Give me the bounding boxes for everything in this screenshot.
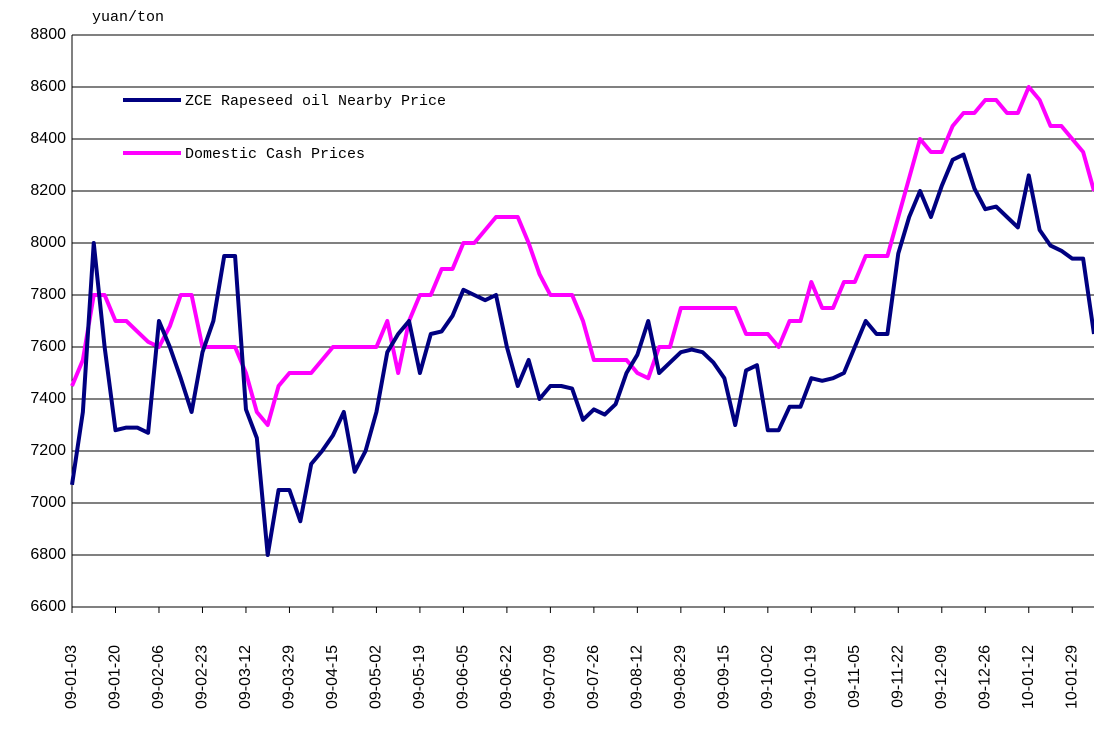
y-tick-label: 6600 xyxy=(30,598,66,615)
x-tick-label: 09-02-23 xyxy=(194,645,211,709)
x-tick-label: 09-12-09 xyxy=(933,645,950,709)
y-tick-label: 7800 xyxy=(30,286,66,303)
x-tick-label: 10-01-29 xyxy=(1063,645,1080,709)
x-tick-label: 09-11-05 xyxy=(846,645,863,708)
y-tick-label: 7200 xyxy=(30,442,66,459)
y-tick-label: 8800 xyxy=(30,26,66,43)
x-tick-label: 09-12-26 xyxy=(976,645,993,709)
x-tick-label: 09-02-06 xyxy=(150,645,167,709)
y-tick-label: 6800 xyxy=(30,546,66,563)
y-tick-label: 7000 xyxy=(30,494,66,511)
x-tick-label: 09-10-19 xyxy=(803,645,820,709)
x-tick-label: 09-01-20 xyxy=(107,645,124,709)
x-tick-label: 09-08-29 xyxy=(672,645,689,709)
x-tick-label: 09-04-15 xyxy=(324,645,341,709)
x-tick-label: 09-07-26 xyxy=(585,645,602,709)
y-tick-label: 7400 xyxy=(30,390,66,407)
x-tick-label: 09-07-09 xyxy=(542,645,559,709)
x-tick-label: 09-06-22 xyxy=(498,645,515,709)
y-tick-label: 8600 xyxy=(30,78,66,95)
legend-label: ZCE Rapeseed oil Nearby Price xyxy=(185,93,446,110)
x-tick-label: 09-05-02 xyxy=(368,645,385,709)
y-tick-label: 7600 xyxy=(30,338,66,355)
x-tick-label: 09-03-12 xyxy=(237,645,254,709)
x-tick-label: 09-06-05 xyxy=(455,645,472,709)
x-tick-label: 09-01-03 xyxy=(63,645,80,709)
x-tick-label: 09-09-15 xyxy=(716,645,733,709)
x-tick-label: 09-10-02 xyxy=(759,645,776,709)
x-tick-label: 10-01-12 xyxy=(1020,645,1037,709)
y-tick-label: 8200 xyxy=(30,182,66,199)
x-tick-label: 09-11-22 xyxy=(890,645,907,708)
y-tick-label: 8000 xyxy=(30,234,66,251)
y-tick-label: 8400 xyxy=(30,130,66,147)
legend-label: Domestic Cash Prices xyxy=(185,146,365,163)
x-tick-label: 09-08-12 xyxy=(629,645,646,709)
y-axis-label: yuan/ton xyxy=(92,9,164,26)
series-line xyxy=(70,152,1094,557)
x-tick-label: 09-05-19 xyxy=(411,645,428,709)
x-tick-label: 09-03-29 xyxy=(281,645,298,709)
